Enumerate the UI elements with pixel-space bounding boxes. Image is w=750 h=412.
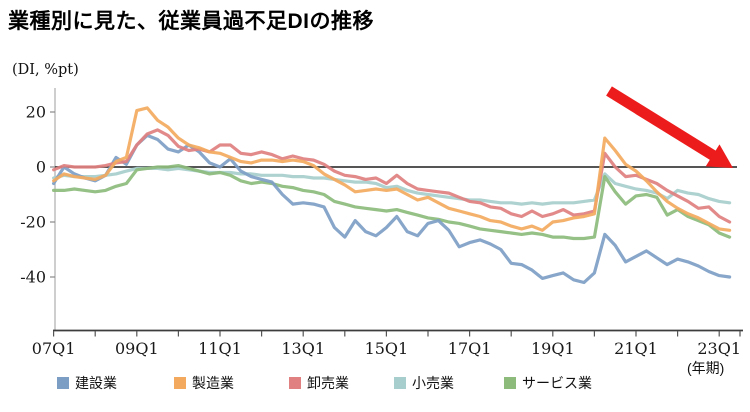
- legend-item-services: サービス業: [504, 373, 592, 393]
- x-tick-label: 23Q1: [697, 339, 741, 358]
- series-line-wholesale: [51, 128, 732, 224]
- legend-item-wholesale: 卸売業: [289, 373, 349, 393]
- y-axis-unit-label: (DI, %pt): [12, 62, 79, 78]
- x-tick-label: 21Q1: [614, 339, 658, 358]
- legend-label-services: サービス業: [522, 375, 592, 391]
- trend-arrow-shaft: [606, 86, 717, 161]
- series-line-services: [51, 164, 732, 241]
- legend-label-retail: 小売業: [412, 375, 454, 391]
- x-tick-label: 19Q1: [531, 339, 575, 358]
- x-tick-label: 15Q1: [365, 339, 409, 358]
- series-line-construction: [51, 133, 732, 285]
- series-line-retail: [51, 166, 732, 206]
- y-tick-label: 20: [26, 103, 46, 122]
- legend-swatch-retail: [394, 377, 406, 389]
- trend-arrow-head: [705, 144, 733, 168]
- legend-label-manufacturing: 製造業: [192, 375, 234, 391]
- chart-title: 業種別に見た、従業員過不足DIの推移: [8, 10, 374, 33]
- x-axis-unit-label: (年期): [687, 360, 725, 376]
- legend-item-manufacturing: 製造業: [174, 373, 234, 393]
- legend-label-construction: 建設業: [75, 375, 117, 391]
- y-tick-label: -20: [20, 213, 46, 232]
- legend-swatch-wholesale: [289, 377, 301, 389]
- y-tick-label: 0: [36, 158, 46, 177]
- legend-swatch-services: [504, 377, 516, 389]
- legend-label-wholesale: 卸売業: [307, 375, 349, 391]
- legend-swatch-manufacturing: [174, 377, 186, 389]
- chart-legend: 建設業 製造業 卸売業 小売業 サービス業: [0, 373, 750, 395]
- y-tick-label: -40: [20, 268, 46, 287]
- series-line-manufacturing: [51, 106, 732, 232]
- legend-item-construction: 建設業: [57, 373, 117, 393]
- legend-swatch-construction: [57, 377, 69, 389]
- x-tick-label: 09Q1: [115, 339, 159, 358]
- x-tick-label: 17Q1: [448, 339, 492, 358]
- x-tick-label: 07Q1: [32, 339, 76, 358]
- legend-item-retail: 小売業: [394, 373, 454, 393]
- x-tick-label: 13Q1: [281, 339, 325, 358]
- x-tick-label: 11Q1: [198, 339, 242, 358]
